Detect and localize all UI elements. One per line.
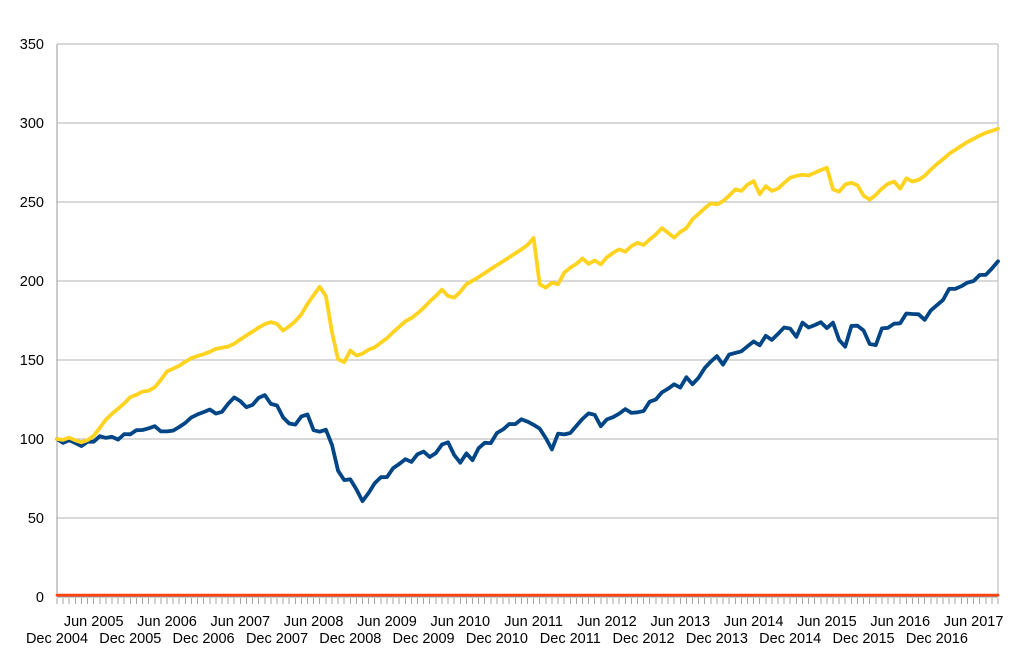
x-axis-tick-label: Jun 2017 bbox=[944, 614, 1004, 630]
x-axis-tick-label: Dec 2004 bbox=[26, 631, 88, 647]
x-axis-tick-label: Jun 2010 bbox=[430, 614, 490, 630]
x-axis-tick-label: Dec 2014 bbox=[759, 631, 821, 647]
dark-blue-line bbox=[55, 259, 1000, 503]
y-axis-tick-label: 300 bbox=[20, 116, 44, 132]
x-axis-tick-label: Jun 2011 bbox=[504, 614, 563, 630]
x-axis-tick-label: Dec 2011 bbox=[540, 631, 601, 647]
x-axis-tick-label: Dec 2006 bbox=[173, 631, 235, 647]
x-axis-tick-label: Jun 2015 bbox=[797, 614, 857, 630]
y-axis-tick-label: 100 bbox=[20, 432, 44, 448]
yellow-line bbox=[55, 126, 1000, 445]
x-axis-tick-label: Jun 2005 bbox=[64, 614, 124, 630]
x-axis-tick-label: Dec 2012 bbox=[613, 631, 675, 647]
x-axis-tick-label: Jun 2007 bbox=[210, 614, 270, 630]
x-axis-tick-label: Jun 2016 bbox=[870, 614, 930, 630]
data-series bbox=[55, 126, 1000, 597]
x-axis-tick-label: Dec 2008 bbox=[319, 631, 381, 647]
y-axis-tick-label: 250 bbox=[20, 195, 44, 211]
y-axis-tick-label: 200 bbox=[20, 274, 44, 290]
x-axis-tick-label: Dec 2010 bbox=[466, 631, 528, 647]
y-axis-tick-label: 350 bbox=[20, 37, 44, 53]
x-axis-tick-label: Jun 2008 bbox=[284, 614, 344, 630]
x-axis-tick-label: Dec 2005 bbox=[99, 631, 161, 647]
x-axis-tick-label: Jun 2006 bbox=[137, 614, 197, 630]
y-axis-tick-label: 50 bbox=[28, 511, 44, 527]
x-axis-labels: Jun 2005 Jun 2006 Jun 2007 Jun 2008 Jun 2009… bbox=[26, 614, 1003, 647]
y-axis-labels: 0 50 100 150 200 250 300 350 bbox=[20, 37, 44, 606]
x-axis-tick-label: Dec 2016 bbox=[906, 631, 968, 647]
x-axis-tick-label: Jun 2013 bbox=[650, 614, 710, 630]
x-axis-tick-label: Jun 2014 bbox=[724, 614, 784, 630]
y-axis-tick-label: 0 bbox=[36, 590, 44, 606]
x-minor-ticks bbox=[56, 598, 999, 604]
x-axis-tick-label: Dec 2007 bbox=[246, 631, 308, 647]
axes bbox=[56, 44, 999, 598]
x-axis-tick-label: Jun 2009 bbox=[357, 614, 417, 630]
x-axis-tick-label: Dec 2015 bbox=[833, 631, 895, 647]
gridlines bbox=[57, 43, 998, 598]
x-axis-tick-label: Jun 2012 bbox=[577, 614, 637, 630]
y-axis-tick-label: 150 bbox=[20, 353, 44, 369]
x-axis-tick-label: Dec 2009 bbox=[393, 631, 455, 647]
x-axis-tick-label: Dec 2013 bbox=[686, 631, 748, 647]
